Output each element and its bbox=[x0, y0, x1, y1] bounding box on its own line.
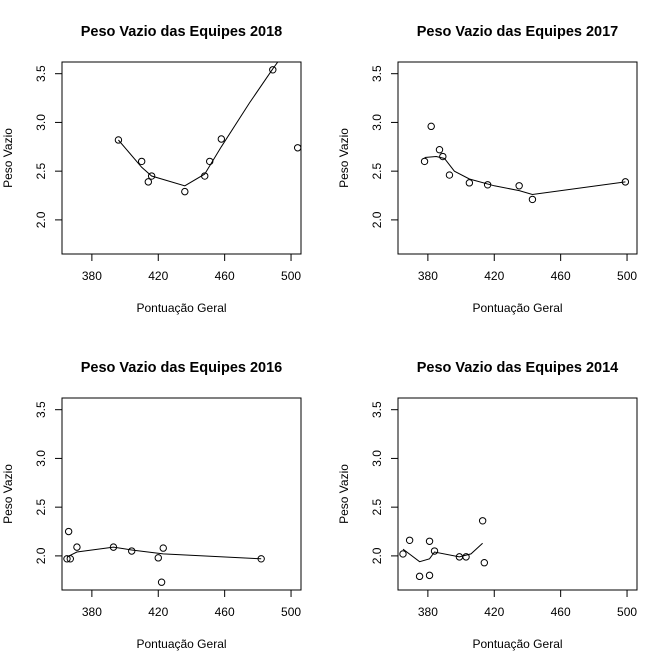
x-axis-label: Pontuação Geral bbox=[136, 301, 226, 315]
data-point bbox=[64, 527, 73, 536]
data-point bbox=[480, 559, 489, 567]
smooth-line bbox=[402, 542, 483, 563]
y-tick-label: 3.0 bbox=[370, 114, 384, 131]
plot-frame bbox=[397, 397, 638, 591]
data-point bbox=[465, 179, 474, 187]
data-point bbox=[154, 554, 162, 562]
data-point bbox=[399, 550, 407, 558]
y-tick-label: 3.5 bbox=[370, 65, 384, 82]
data-point bbox=[73, 543, 81, 551]
data-point bbox=[425, 571, 434, 580]
chart-title: Peso Vazio das Equipes 2016 bbox=[81, 360, 283, 376]
chart-panel-2: Peso Vazio das Equipes 2017 Pontuação Ger… bbox=[337, 24, 638, 315]
plot-frame bbox=[397, 61, 638, 255]
data-point bbox=[427, 122, 435, 131]
y-tick-label: 3.5 bbox=[34, 65, 48, 82]
x-tick-label: 380 bbox=[418, 605, 438, 619]
data-point bbox=[144, 178, 153, 186]
y-tick-label: 2.0 bbox=[370, 547, 384, 564]
y-tick-label: 2.0 bbox=[34, 547, 48, 564]
data-point bbox=[478, 517, 487, 525]
chart-title: Peso Vazio das Equipes 2017 bbox=[417, 24, 619, 40]
y-axis-label: Peso Vazio bbox=[337, 464, 351, 524]
y-tick-label: 2.0 bbox=[370, 211, 384, 228]
data-point bbox=[147, 172, 156, 180]
x-axis-label: Pontuação Geral bbox=[472, 637, 562, 651]
data-point bbox=[109, 543, 118, 551]
chart-panel-4: Peso Vazio das Equipes 2014 Pontuação Ger… bbox=[337, 360, 638, 651]
x-axis-label: Pontuação Geral bbox=[472, 301, 562, 315]
data-point bbox=[621, 178, 630, 186]
y-tick-label: 2.5 bbox=[34, 498, 48, 515]
plot-frame bbox=[61, 61, 302, 255]
y-tick-label: 2.5 bbox=[370, 498, 384, 515]
x-tick-label: 460 bbox=[215, 605, 235, 619]
x-axis-label: Pontuação Geral bbox=[136, 637, 226, 651]
data-point bbox=[63, 555, 71, 563]
data-point bbox=[415, 572, 424, 581]
y-axis-label: Peso Vazio bbox=[337, 128, 351, 188]
data-point bbox=[425, 537, 434, 545]
data-point bbox=[66, 555, 74, 563]
data-point bbox=[257, 555, 265, 563]
y-tick-label: 3.0 bbox=[34, 114, 48, 131]
x-tick-label: 460 bbox=[551, 605, 571, 619]
data-point bbox=[157, 578, 166, 586]
x-tick-label: 460 bbox=[215, 269, 235, 283]
x-tick-label: 420 bbox=[148, 605, 168, 619]
data-point bbox=[206, 157, 214, 166]
data-point bbox=[128, 547, 136, 555]
x-tick-label: 500 bbox=[281, 605, 301, 619]
y-tick-label: 3.5 bbox=[370, 401, 384, 418]
y-tick-label: 2.0 bbox=[34, 211, 48, 228]
x-tick-label: 420 bbox=[148, 269, 168, 283]
data-point bbox=[483, 181, 492, 189]
data-point bbox=[439, 152, 447, 161]
chart-title: Peso Vazio das Equipes 2018 bbox=[81, 24, 283, 40]
x-tick-label: 420 bbox=[484, 269, 504, 283]
data-point bbox=[114, 136, 123, 144]
smooth-line bbox=[66, 546, 262, 560]
chart-title: Peso Vazio das Equipes 2014 bbox=[417, 360, 619, 376]
data-point bbox=[137, 157, 146, 166]
smooth-line bbox=[118, 62, 279, 187]
x-tick-label: 380 bbox=[418, 269, 438, 283]
x-tick-label: 500 bbox=[617, 269, 637, 283]
x-tick-label: 380 bbox=[82, 605, 102, 619]
data-point bbox=[405, 536, 414, 544]
data-point bbox=[201, 172, 209, 180]
data-point bbox=[462, 553, 470, 561]
chart-panel-1: Peso Vazio das Equipes 2018 Pontuação Ger… bbox=[1, 24, 302, 315]
data-point bbox=[269, 66, 277, 74]
y-tick-label: 2.5 bbox=[370, 162, 384, 179]
data-point bbox=[430, 547, 439, 555]
data-point bbox=[528, 195, 537, 204]
y-tick-label: 2.5 bbox=[34, 162, 48, 179]
y-tick-label: 3.0 bbox=[370, 450, 384, 467]
x-tick-label: 420 bbox=[484, 605, 504, 619]
x-tick-label: 380 bbox=[82, 269, 102, 283]
smooth-line bbox=[424, 155, 626, 196]
x-tick-label: 500 bbox=[617, 605, 637, 619]
y-axis-label: Peso Vazio bbox=[1, 464, 15, 524]
y-axis-label: Peso Vazio bbox=[1, 128, 15, 188]
y-tick-label: 3.5 bbox=[34, 401, 48, 418]
data-point bbox=[293, 144, 302, 152]
data-point bbox=[435, 146, 444, 154]
y-tick-label: 3.0 bbox=[34, 450, 48, 467]
data-point bbox=[181, 187, 189, 196]
data-point bbox=[515, 182, 523, 190]
x-tick-label: 460 bbox=[551, 269, 571, 283]
data-point bbox=[420, 157, 429, 166]
x-tick-label: 500 bbox=[281, 269, 301, 283]
data-point bbox=[217, 135, 226, 143]
plot-frame bbox=[61, 397, 302, 591]
chart-panel-3: Peso Vazio das Equipes 2016 Pontuação Ger… bbox=[1, 360, 302, 651]
data-point bbox=[445, 171, 454, 179]
data-point bbox=[159, 544, 167, 552]
